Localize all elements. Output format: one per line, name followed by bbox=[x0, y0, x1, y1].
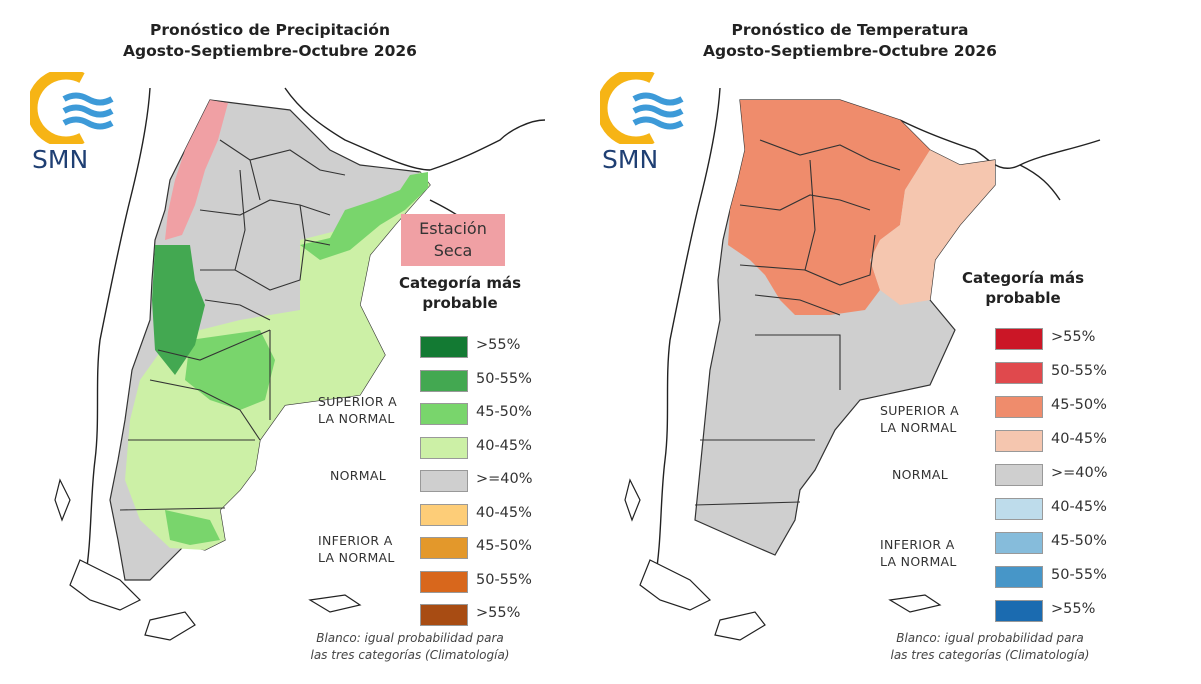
legend-label: 50-55% bbox=[1051, 363, 1107, 379]
dry-season-label-line1: Estación bbox=[419, 219, 487, 238]
smn-logo: SMN bbox=[26, 68, 120, 182]
normal-label-temp: NORMAL bbox=[892, 467, 948, 482]
legend-swatch bbox=[995, 498, 1043, 520]
legend-label: 50-55% bbox=[1051, 567, 1107, 583]
superior-label-line1: SUPERIOR A bbox=[318, 394, 397, 409]
inferior-label-temp-line2: LA NORMAL bbox=[880, 554, 957, 569]
temp-note-line2: las tres categorías (Climatología) bbox=[890, 648, 1090, 662]
islands bbox=[54, 478, 362, 641]
precip-40-45-region bbox=[125, 172, 430, 550]
dry-season-label: Estación Seca bbox=[401, 214, 505, 266]
legend-swatch bbox=[995, 600, 1043, 622]
precipitation-title-line1: Pronóstico de Precipitación bbox=[149, 21, 390, 39]
legend-label: 40-45% bbox=[476, 437, 532, 454]
legend-swatch bbox=[420, 403, 468, 425]
legend-label: >=40% bbox=[1051, 465, 1108, 481]
precipitation-title: Pronóstico de Precipitación Agosto-Septi… bbox=[60, 20, 480, 62]
sun-wave-icon bbox=[26, 68, 114, 148]
legend-swatch bbox=[420, 336, 468, 358]
superior-label-temp: SUPERIOR A LA NORMAL bbox=[880, 402, 959, 436]
precipitation-panel: Pronóstico de Precipitación Agosto-Septi… bbox=[0, 0, 600, 684]
precip-45-50-region-c bbox=[165, 510, 220, 545]
legend-label: >55% bbox=[1051, 601, 1096, 617]
precip-legend-title-line1: Categoría más bbox=[398, 274, 522, 292]
legend-swatch bbox=[420, 436, 468, 459]
legend-swatch bbox=[995, 464, 1043, 486]
legend-label: 45-50% bbox=[476, 404, 532, 420]
temperature-map bbox=[624, 87, 1101, 641]
temperature-period: Agosto-Septiembre-Octubre 2026 bbox=[703, 42, 997, 60]
inferior-label-temp-line1: INFERIOR A bbox=[880, 537, 955, 552]
precip-legend-title: Categoría más probable bbox=[385, 273, 535, 313]
province-borders-temp bbox=[694, 139, 901, 506]
smn-logo-temp: SMN bbox=[596, 68, 690, 182]
legend-swatch bbox=[995, 532, 1043, 554]
legend-swatch bbox=[995, 396, 1043, 418]
precip-45-50-region bbox=[185, 330, 275, 410]
legend-label: >55% bbox=[476, 337, 521, 353]
legend-swatch bbox=[420, 503, 468, 526]
inferior-label: INFERIOR A LA NORMAL bbox=[318, 532, 395, 566]
legend-label: 50-55% bbox=[476, 571, 532, 588]
province-borders bbox=[119, 139, 346, 511]
legend-swatch bbox=[420, 470, 468, 492]
smn-logo-text: SMN bbox=[32, 145, 89, 174]
superior-label-line2: LA NORMAL bbox=[318, 411, 395, 426]
temperature-title-line1: Pronóstico de Temperatura bbox=[731, 21, 969, 39]
normal-label: NORMAL bbox=[330, 468, 386, 483]
precipitation-map bbox=[54, 87, 546, 641]
inferior-label-line1: INFERIOR A bbox=[318, 533, 393, 548]
legend-swatch bbox=[420, 604, 468, 626]
legend-swatch bbox=[995, 566, 1043, 588]
legend-label: 45-50% bbox=[1051, 533, 1107, 549]
legend-label: 45-50% bbox=[476, 538, 532, 554]
legend-label: 40-45% bbox=[476, 504, 532, 521]
temperature-panel: Pronóstico de Temperatura Agosto-Septiem… bbox=[596, 0, 1200, 684]
legend-label: 50-55% bbox=[476, 370, 532, 387]
legend-label: 45-50% bbox=[1051, 397, 1107, 413]
precip-note-line1: Blanco: igual probabilidad para bbox=[316, 631, 504, 645]
temp-45-50-region bbox=[728, 100, 930, 315]
sun-wave-icon bbox=[596, 68, 684, 148]
precip-50-55-region bbox=[152, 245, 205, 375]
legend-swatch bbox=[420, 537, 468, 559]
temp-legend-title: Categoría más probable bbox=[948, 268, 1098, 308]
legend-swatch bbox=[995, 362, 1043, 384]
neighbor-outlines-temp bbox=[654, 87, 1101, 581]
dry-season-label-line2: Seca bbox=[433, 241, 473, 260]
legend-swatch bbox=[420, 369, 468, 392]
superior-label-temp-line2: LA NORMAL bbox=[880, 420, 957, 435]
precip-legend-title-line2: probable bbox=[422, 294, 498, 312]
temp-note-line1: Blanco: igual probabilidad para bbox=[896, 631, 1084, 645]
inferior-label-temp: INFERIOR A LA NORMAL bbox=[880, 536, 957, 570]
dry-season-region bbox=[165, 100, 228, 240]
legend-swatch bbox=[995, 430, 1043, 452]
inferior-label-line2: LA NORMAL bbox=[318, 550, 395, 565]
legend-swatch bbox=[995, 328, 1043, 350]
temp-legend-title-line2: probable bbox=[985, 289, 1061, 307]
precip-45-50-region-b bbox=[300, 172, 428, 260]
legend-label: >55% bbox=[476, 605, 521, 621]
temp-legend-title-line1: Categoría más bbox=[961, 269, 1085, 287]
temp-note: Blanco: igual probabilidad para las tres… bbox=[870, 630, 1110, 664]
legend-label: >=40% bbox=[476, 471, 533, 487]
temp-40-45-region bbox=[870, 150, 995, 305]
precipitation-period: Agosto-Septiembre-Octubre 2026 bbox=[123, 42, 417, 60]
precip-note: Blanco: igual probabilidad para las tres… bbox=[290, 630, 530, 664]
islands-temp bbox=[624, 478, 942, 641]
temperature-title: Pronóstico de Temperatura Agosto-Septiem… bbox=[640, 20, 1060, 62]
superior-label: SUPERIOR A LA NORMAL bbox=[318, 393, 397, 427]
legend-label: 40-45% bbox=[1051, 499, 1107, 515]
legend-swatch bbox=[420, 570, 468, 593]
legend-label: >55% bbox=[1051, 329, 1096, 345]
legend-label: 40-45% bbox=[1051, 431, 1107, 447]
superior-label-temp-line1: SUPERIOR A bbox=[880, 403, 959, 418]
precip-note-line2: las tres categorías (Climatología) bbox=[310, 648, 510, 662]
smn-logo-text: SMN bbox=[602, 145, 659, 174]
